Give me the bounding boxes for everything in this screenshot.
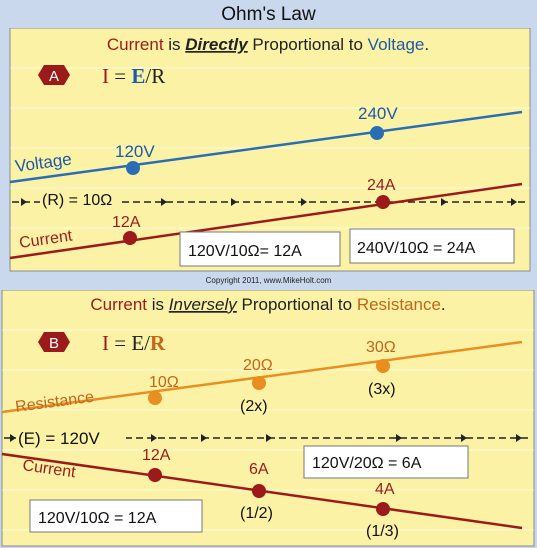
current-point-label-4a: 4A [375,481,395,498]
resistance-point-label-10: 10Ω [149,374,179,391]
resistance-constant-label: (R) = 10Ω [42,192,112,209]
calc-box-right-a [349,228,515,264]
calc-left-a: 120V/10Ω= 12A [188,243,302,260]
voltage-point-label-120: 120V [115,142,155,161]
panel-b-badge: B [38,332,70,352]
current-point-label-12a-b: 12A [142,447,171,464]
voltage-line [9,110,523,184]
resistance-point-20 [252,376,266,390]
resistance-point-30 [376,359,390,373]
current-fraction-half: (1/2) [240,505,273,522]
svg-text:A: A [49,68,59,85]
panel-a: Current is Directly Proportional to Volt… [9,28,531,272]
current-point-4a [376,502,390,516]
panel-a-heading: Current is Directly Proportional to Volt… [107,35,429,54]
current-point-12a-b [148,468,162,482]
current-point-label-6a: 6A [249,461,269,478]
constant-label-bg-b [16,426,126,448]
panel-b-formula: I = E/R [102,331,166,355]
resistance-point-label-20: 20Ω [243,357,273,374]
panel-b: Current is Inversely Proportional to Res… [1,290,535,547]
current-point-24a [376,195,390,209]
constant-arrows [21,198,517,206]
current-point-6a [252,484,266,498]
voltage-point-240 [370,126,384,140]
voltage-point-label-240: 240V [358,104,398,123]
calc-right-b: 120V/20Ω = 6A [312,455,422,472]
calc-box-left-b [29,499,203,533]
current-point-label-24a: 24A [367,177,396,194]
voltage-point-120 [126,161,140,175]
panel-a-badge: A [38,65,70,85]
resistance-point-10 [148,391,162,405]
voltage-constant-label: (E) = 120V [18,429,100,448]
svg-text:B: B [49,335,59,352]
resistance-point-label-30: 30Ω [366,339,396,356]
current-fraction-third: (1/3) [366,523,399,540]
resistance-multiplier-2x: (2x) [240,398,268,415]
constant-arrows-b [10,434,522,442]
page-title: Ohm's Law [221,4,316,25]
panel-b-heading: Current is Inversely Proportional to Res… [90,295,445,314]
calc-right-a: 240V/10Ω = 24A [357,240,476,257]
constant-label-bg [40,190,122,210]
calc-box-left-a [179,231,341,267]
current-point-label-12a: 12A [112,214,141,231]
calc-box-right-b [303,445,469,479]
current-point-12a [123,231,137,245]
resistance-multiplier-3x: (3x) [368,381,396,398]
current-line-a [9,182,523,260]
calc-left-b: 120V/10Ω = 12A [38,510,157,527]
panel-a-grid [10,67,530,229]
panel-a-formula: I = E/R [102,64,165,88]
copyright: Copyright 2011, www.MikeHolt.com [205,276,332,285]
